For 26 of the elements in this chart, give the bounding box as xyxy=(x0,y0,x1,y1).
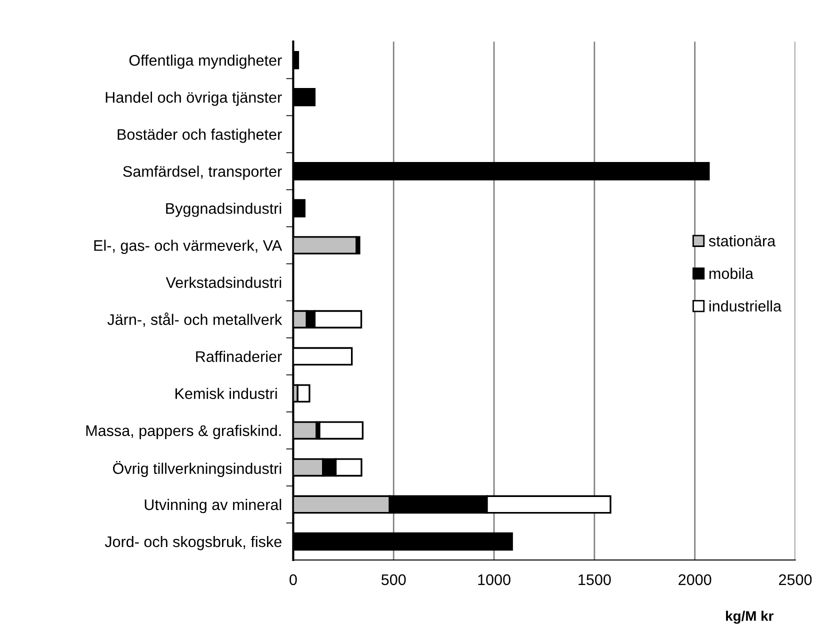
y-tick-label: Handel och övriga tjänster xyxy=(106,92,282,106)
bar xyxy=(318,421,364,440)
y-tick-label: Järn-, stål- och metallverk xyxy=(107,312,282,327)
y-tick-label: Utvinning av mineral xyxy=(144,498,282,514)
y-tick-label: Raffinaderier xyxy=(196,350,282,362)
y-tick-label: Byggnadsindustri xyxy=(166,202,282,217)
y-tick-label: Jord- och skogsbruk, fiske xyxy=(104,536,282,550)
y-tick-label: Massa, pappers & grafiskind. xyxy=(86,424,281,440)
x-tick-label: 1500 xyxy=(578,574,611,586)
x-axis-title: kg/M kr xyxy=(726,610,774,624)
y-tick-label: Samfärdsel, transporter xyxy=(123,166,282,180)
bar xyxy=(296,384,310,403)
x-tick-label: 500 xyxy=(381,574,406,586)
x-tick-label: 2500 xyxy=(779,574,812,586)
y-tick-label: Övrig tillverkningsindustri xyxy=(113,461,282,477)
legend-label: mobila xyxy=(709,268,754,279)
y-tick-label: Offentliga myndigheter xyxy=(129,54,282,69)
x-tick-label: 0 xyxy=(290,574,297,586)
x-tick-label: 1000 xyxy=(478,574,510,586)
y-tick-label: Bostäder och fastigheter xyxy=(118,128,282,143)
y-tick-label: Verkstadsindustri xyxy=(166,276,282,288)
y-tick-label: El-, gas- och värmeverk, VA xyxy=(94,240,282,254)
y-tick-label: Kemisk industri xyxy=(176,388,277,400)
legend-label: stationära xyxy=(708,235,776,246)
x-tick-label: 2000 xyxy=(678,574,712,586)
legend-label: industriella xyxy=(709,300,782,312)
